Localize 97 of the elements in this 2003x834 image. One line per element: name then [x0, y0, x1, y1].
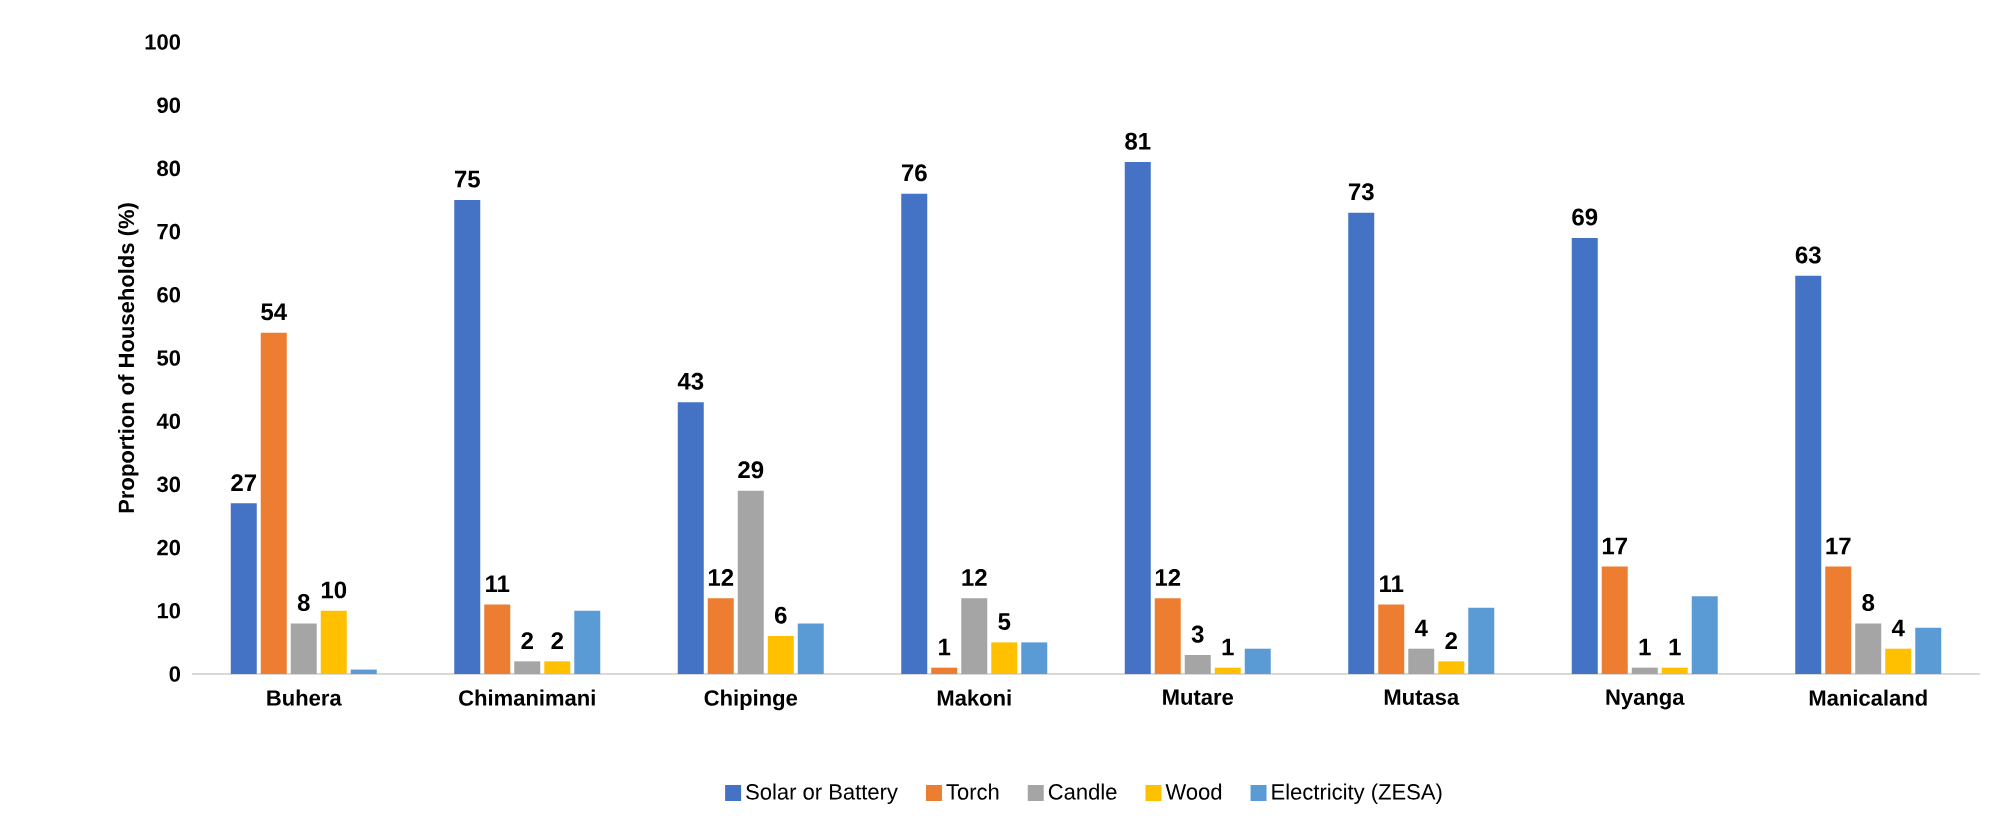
bar	[1468, 607, 1495, 674]
bar	[1124, 162, 1151, 674]
y-tick-label: 100	[145, 34, 181, 50]
data-label: 81	[1125, 132, 1151, 150]
legend-label: Wood	[1165, 783, 1222, 800]
data-label: 1	[1639, 638, 1651, 656]
data-label: 11	[1380, 575, 1404, 593]
bar	[901, 193, 928, 674]
bar	[290, 623, 317, 674]
bar	[1184, 655, 1211, 674]
data-label: 1	[939, 638, 951, 656]
data-label: 75	[454, 170, 480, 188]
bar	[350, 669, 377, 674]
data-label: 6	[774, 606, 787, 624]
bar	[1244, 648, 1271, 674]
bar	[514, 661, 541, 674]
data-label: 8	[297, 594, 310, 612]
bar	[454, 199, 481, 674]
data-label: 1	[1669, 638, 1681, 656]
y-tick-label: 50	[157, 350, 181, 366]
y-tick-label: 90	[157, 97, 181, 113]
bar	[767, 636, 794, 674]
bar	[1825, 566, 1852, 674]
bar	[1631, 667, 1658, 674]
bar	[1571, 237, 1598, 674]
data-label: 76	[901, 164, 927, 182]
bar	[1021, 642, 1048, 674]
y-tick-label: 20	[157, 539, 181, 556]
data-label: 3	[1191, 625, 1204, 643]
data-label: 11	[486, 575, 510, 593]
bar	[677, 402, 704, 674]
bar	[1661, 667, 1688, 674]
bar	[574, 610, 601, 674]
bar	[1438, 661, 1465, 674]
x-tick-label: Mutasa	[1384, 689, 1460, 705]
bar	[1378, 604, 1405, 674]
data-label: 2	[1445, 632, 1457, 649]
bar	[707, 598, 734, 674]
bar	[737, 490, 764, 674]
data-label: 10	[321, 581, 347, 599]
data-label: 17	[1826, 537, 1851, 555]
bar	[1214, 667, 1241, 674]
data-label: 54	[261, 303, 287, 321]
x-tick-label: Buhera	[267, 689, 342, 706]
data-label: 4	[1414, 619, 1428, 637]
data-label: 1	[1222, 638, 1234, 656]
x-tick-label: Nyanga	[1606, 689, 1685, 710]
data-label: 4	[1891, 619, 1905, 637]
data-label: 73	[1348, 183, 1374, 201]
bar	[1915, 627, 1942, 674]
data-label: 29	[738, 461, 764, 479]
y-tick-label: 10	[157, 603, 181, 619]
bar	[544, 661, 571, 674]
data-label: 17	[1602, 537, 1628, 555]
data-label: 27	[231, 474, 257, 491]
bar	[484, 604, 511, 674]
bar	[320, 610, 347, 674]
bar	[230, 503, 257, 674]
data-label: 5	[998, 613, 1011, 630]
data-label: 2	[521, 632, 533, 649]
x-tick-label: Manicaland	[1809, 689, 1927, 706]
legend-label: Torch	[946, 783, 999, 800]
bar	[260, 332, 287, 674]
legend-label: Electricity (ZESA)	[1272, 783, 1442, 804]
bar	[991, 642, 1018, 674]
data-label: 63	[1795, 246, 1821, 264]
y-tick-label: 70	[157, 223, 181, 240]
data-label: 12	[708, 568, 734, 586]
y-tick-label: 80	[157, 160, 181, 177]
y-tick-label: 0	[169, 666, 181, 682]
bar	[1855, 623, 1882, 674]
bar	[1601, 566, 1628, 674]
bar	[1348, 212, 1375, 674]
bar	[1691, 596, 1718, 674]
bar	[931, 667, 958, 674]
legend-label: Solar or Battery	[746, 783, 898, 804]
bar	[1885, 648, 1912, 674]
x-tick-label: Makoni	[937, 689, 1011, 706]
bar	[1795, 275, 1822, 674]
bar	[797, 623, 824, 674]
data-label: 8	[1862, 594, 1875, 612]
x-tick-label: Mutare	[1163, 689, 1234, 705]
x-tick-label: Chipinge	[704, 689, 798, 711]
data-label: 2	[551, 632, 563, 649]
y-tick-label: 40	[156, 413, 181, 429]
data-label: 12	[962, 568, 987, 586]
bar	[961, 598, 988, 674]
y-tick-label: 60	[157, 287, 181, 303]
y-tick-label: 30	[156, 476, 181, 493]
legend-label: Candle	[1048, 783, 1117, 800]
x-tick-label: Chimanimani	[459, 689, 595, 706]
bar	[1408, 648, 1435, 674]
bar	[1154, 598, 1181, 674]
y-axis-title: Proportion of Households (%)	[118, 203, 139, 513]
data-label: 12	[1155, 568, 1181, 586]
data-label: 69	[1572, 208, 1598, 226]
data-label: 43	[677, 372, 704, 390]
